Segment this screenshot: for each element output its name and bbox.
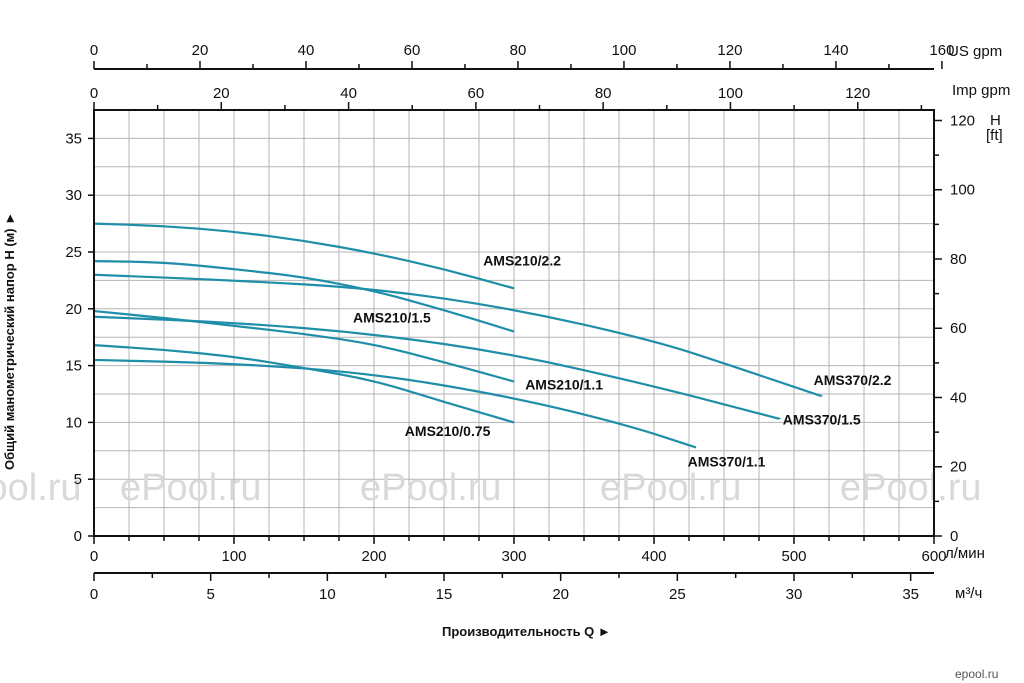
watermark-text: ePool.ru bbox=[600, 467, 742, 509]
series-lines bbox=[93, 222, 823, 449]
y-tick-label: 15 bbox=[65, 358, 82, 375]
m3h-tick-label: 0 bbox=[90, 586, 98, 603]
x-tick-label: 300 bbox=[501, 548, 526, 565]
m3h-tick-label: 5 bbox=[206, 586, 214, 603]
ft-tick-label: 60 bbox=[950, 320, 967, 337]
ft-tick-label: 120 bbox=[950, 112, 975, 129]
series-line bbox=[93, 309, 515, 383]
impgpm-tick-label: 80 bbox=[595, 85, 612, 102]
ft-tick-label: 0 bbox=[950, 528, 958, 545]
y-tick-label: 25 bbox=[65, 244, 82, 261]
impgpm-tick-label: 100 bbox=[718, 85, 743, 102]
m3h-tick-label: 35 bbox=[902, 586, 919, 603]
m3h-tick-label: 20 bbox=[552, 586, 569, 603]
y-tick-label: 20 bbox=[65, 301, 82, 318]
series-line bbox=[93, 358, 697, 449]
watermark-text: ePool.ru bbox=[360, 467, 502, 509]
usgpm-tick-label: 40 bbox=[298, 42, 315, 59]
y-tick-label: 35 bbox=[65, 130, 82, 147]
watermark-text: ePool.ru bbox=[0, 467, 82, 509]
y-tick-label: 10 bbox=[65, 414, 82, 431]
series-labels: AMS210/2.2 AMS210/1.5 AMS210/1.1 AMS210/0.7… bbox=[353, 253, 892, 470]
impgpm-tick-label: 60 bbox=[468, 85, 485, 102]
series-label: AMS370/2.2 bbox=[814, 372, 892, 388]
watermarks: ePool.ru ePool.ru ePool.ru ePool.ru ePool.ru bbox=[0, 467, 982, 509]
series-label: AMS210/1.1 bbox=[525, 376, 603, 392]
impgpm-tick-label: 20 bbox=[213, 85, 230, 102]
y-tick-label: 5 bbox=[74, 471, 82, 488]
y-right-unit-ft: [ft] bbox=[986, 127, 1003, 144]
usgpm-tick-label: 100 bbox=[611, 42, 636, 59]
usgpm-tick-label: 0 bbox=[90, 42, 98, 59]
usgpm-tick-label: 140 bbox=[823, 42, 848, 59]
y-axis-title: Общий манометрический напор H (м) ► bbox=[2, 212, 17, 470]
impgpm-tick-label: 0 bbox=[90, 85, 98, 102]
ft-tick-label: 40 bbox=[950, 389, 967, 406]
x-unit-lmin: л/мин bbox=[945, 545, 985, 562]
usgpm-tick-label: 20 bbox=[192, 42, 209, 59]
ft-tick-label: 20 bbox=[950, 459, 967, 476]
usgpm-tick-label: 60 bbox=[404, 42, 421, 59]
m3h-tick-label: 25 bbox=[669, 586, 686, 603]
series-label: AMS210/1.5 bbox=[353, 309, 431, 325]
corner-logo: epool.ru bbox=[955, 667, 998, 681]
series-line bbox=[93, 315, 781, 421]
m3h-tick-label: 10 bbox=[319, 586, 336, 603]
x-axis-title: Производительность Q ► bbox=[442, 624, 611, 639]
x-tick-label: 200 bbox=[361, 548, 386, 565]
x-tick-label: 100 bbox=[221, 548, 246, 565]
x-tick-label: 0 bbox=[90, 548, 98, 565]
x-unit-usgpm: US gpm bbox=[948, 43, 1002, 60]
watermark-text: ePool.ru bbox=[840, 467, 982, 509]
ft-tick-label: 100 bbox=[950, 182, 975, 199]
usgpm-tick-label: 80 bbox=[510, 42, 527, 59]
y-tick-label: 0 bbox=[74, 528, 82, 545]
ft-tick-label: 80 bbox=[950, 251, 967, 268]
x-tick-label: 400 bbox=[641, 548, 666, 565]
series-line bbox=[93, 222, 515, 290]
x-unit-m3h: м³/ч bbox=[955, 585, 982, 602]
m3h-tick-label: 15 bbox=[436, 586, 453, 603]
series-label: AMS210/2.2 bbox=[483, 253, 561, 269]
y-tick-label: 30 bbox=[65, 187, 82, 204]
series-label: AMS370/1.1 bbox=[688, 454, 766, 470]
y-right-unit-h: H bbox=[990, 112, 1001, 129]
series-line bbox=[93, 273, 823, 398]
x-tick-label: 500 bbox=[781, 548, 806, 565]
series-label: AMS370/1.5 bbox=[783, 412, 861, 428]
m3h-tick-label: 30 bbox=[786, 586, 803, 603]
series-line bbox=[93, 259, 515, 333]
impgpm-tick-label: 120 bbox=[845, 85, 870, 102]
watermark-text: ePool.ru bbox=[120, 467, 262, 509]
grid bbox=[93, 109, 935, 537]
usgpm-tick-label: 160 bbox=[929, 42, 954, 59]
x-tick-label: 600 bbox=[921, 548, 946, 565]
impgpm-tick-label: 40 bbox=[340, 85, 357, 102]
usgpm-tick-label: 120 bbox=[717, 42, 742, 59]
series-label: AMS210/0.75 bbox=[405, 423, 491, 439]
x-unit-impgpm: Imp gpm bbox=[952, 82, 1010, 99]
